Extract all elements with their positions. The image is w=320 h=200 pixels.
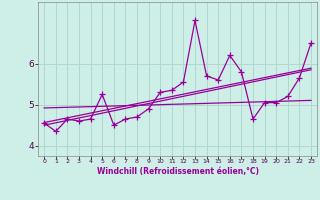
X-axis label: Windchill (Refroidissement éolien,°C): Windchill (Refroidissement éolien,°C)	[97, 167, 259, 176]
